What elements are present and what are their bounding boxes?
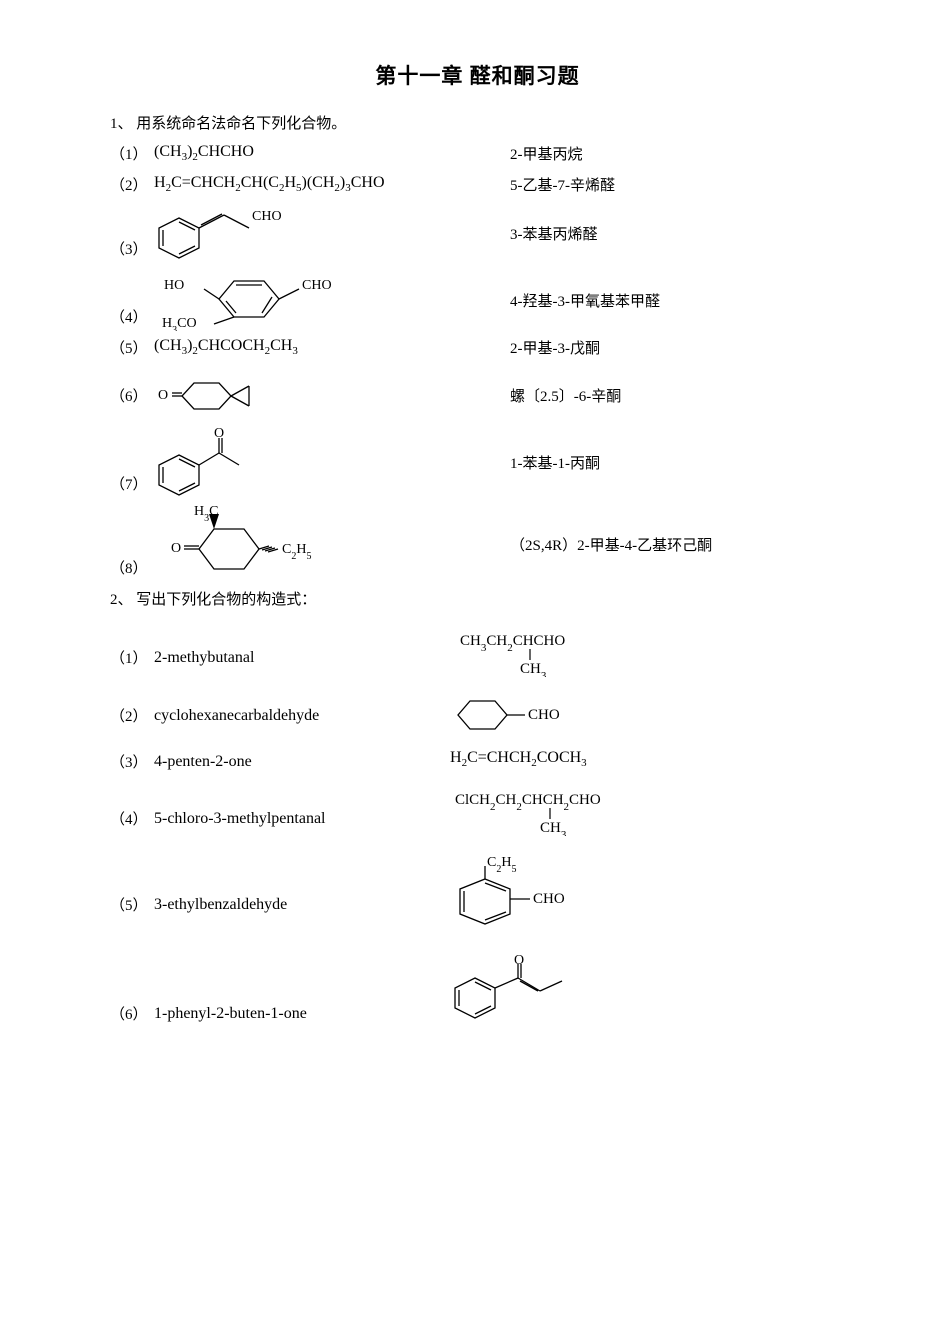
page-title: 第十一章 醛和酮习题 — [110, 60, 845, 90]
structure-propiophenone: O — [154, 425, 284, 500]
cho-label: CHO — [302, 278, 332, 293]
q2-item-4: （4） 5-chloro-3-methylpentanal ClCH2CH2CH… — [110, 786, 845, 836]
item-num: （2） — [110, 705, 154, 726]
structure-ethylbenzaldehyde: C2H5 CHO — [450, 854, 845, 939]
item-num: （3） — [110, 751, 154, 772]
q1-item-1: （1） (CH3)2CHCHO 2-甲基丙烷 — [110, 143, 845, 164]
q2-item-3: （3） 4-penten-2-one H2C=CHCH2COCH3 — [110, 749, 845, 772]
q1-item-7: （7） O 1-苯基-1-丙酮 — [110, 425, 845, 500]
answer-4: 4-羟基-3-甲氧基苯甲醛 — [490, 290, 845, 311]
formula-5: (CH3)2CHCOCH2CH3 — [154, 337, 298, 357]
structure-phenylbutenone: O — [450, 953, 845, 1033]
item-num: （2） — [110, 174, 154, 195]
structure-vanillin: HO H3CO CHO — [154, 269, 364, 331]
answer-2: 5-乙基-7-辛烯醛 — [490, 174, 845, 195]
item-num: （1） — [110, 143, 154, 164]
answer-1: 2-甲基丙烷 — [490, 143, 845, 164]
structure-chloropentanal: ClCH2CH2CHCH2CHO CH3 — [450, 786, 845, 836]
structure-cyclohex-cho: CHO — [450, 691, 845, 739]
name-2: cyclohexanecarbaldehyde — [154, 707, 319, 725]
q2-heading: 2、 写出下列化合物的构造式： — [110, 588, 845, 609]
o-label: O — [214, 426, 224, 441]
svg-text:CH3CH2CHCHO: CH3CH2CHCHO — [460, 633, 565, 654]
structure-stereo: O H3C C2H5 — [154, 504, 354, 584]
cho-label: CHO — [252, 209, 282, 224]
q1-item-8: （8） O H3C C2H5 （2S, — [110, 504, 845, 584]
item-num: （4） — [110, 306, 154, 331]
answer-5: 2-甲基-3-戊酮 — [490, 337, 845, 358]
structure-pentenone: H2C=CHCH2COCH3 — [450, 749, 845, 769]
name-6: 1-phenyl-2-buten-1-one — [154, 1005, 307, 1023]
item-num: （3） — [110, 238, 154, 263]
item-num: （7） — [110, 473, 154, 500]
q2-item-6: （6） 1-phenyl-2-buten-1-one O — [110, 953, 845, 1033]
formula-1: (CH3)2CHCHO — [154, 143, 254, 163]
name-3: 4-penten-2-one — [154, 753, 252, 771]
q2-item-5: （5） 3-ethylbenzaldehyde C2H5 CHO — [110, 854, 845, 939]
item-num: （6） — [110, 1003, 154, 1024]
q2-item-2: （2） cyclohexanecarbaldehyde CHO — [110, 691, 845, 739]
o-label: O — [171, 541, 181, 556]
answer-6: 螺〔2.5〕-6-辛酮 — [490, 385, 845, 406]
structure-cinnamaldehyde: CHO — [154, 203, 324, 263]
item-num: （6） — [110, 385, 154, 406]
formula-2: H2C=CHCH2CH(C2H5)(CH2)3CHO — [154, 174, 385, 194]
name-4: 5-chloro-3-methylpentanal — [154, 810, 326, 828]
item-num: （8） — [110, 557, 154, 584]
svg-text:CHO: CHO — [528, 707, 560, 723]
o-label: O — [158, 388, 168, 403]
item-num: （4） — [110, 808, 154, 829]
q1-item-5: （5） (CH3)2CHCOCH2CH3 2-甲基-3-戊酮 — [110, 337, 845, 358]
structure-2methylbutanal: CH3CH2CHCHO CH3 — [450, 627, 845, 677]
c2h5-label: C2H5 — [282, 542, 311, 562]
structure-spiro: O — [154, 368, 304, 423]
item-num: （1） — [110, 647, 154, 668]
q1-heading: 1、 用系统命名法命名下列化合物。 — [110, 112, 845, 133]
q1-item-3: （3） CHO 3-苯基丙烯醛 — [110, 203, 845, 263]
q2-item-1: （1） 2-methybutanal CH3CH2CHCHO CH3 — [110, 627, 845, 677]
answer-7: 1-苯基-1-丙酮 — [490, 452, 845, 473]
svg-text:C2H5: C2H5 — [487, 855, 516, 875]
answer-8: （2S,4R）2-甲基-4-乙基环己酮 — [490, 534, 845, 555]
svg-text:ClCH2CH2CHCH2CHO: ClCH2CH2CHCH2CHO — [455, 792, 601, 813]
ho-label: HO — [164, 278, 184, 293]
name-1: 2-methybutanal — [154, 649, 254, 667]
svg-text:CH3: CH3 — [540, 820, 567, 836]
svg-text:CHO: CHO — [533, 891, 565, 907]
q1-item-4: （4） HO H3CO CHO 4-羟基-3-甲氧基苯甲醛 — [110, 269, 845, 331]
q1-item-2: （2） H2C=CHCH2CH(C2H5)(CH2)3CHO 5-乙基-7-辛烯… — [110, 174, 845, 195]
name-5: 3-ethylbenzaldehyde — [154, 896, 287, 914]
svg-text:O: O — [514, 953, 524, 968]
item-num: （5） — [110, 894, 154, 915]
q1-item-6: （6） O 螺〔2.5〕-6-辛酮 — [110, 368, 845, 423]
svg-text:CH3: CH3 — [520, 661, 547, 677]
item-num: （5） — [110, 337, 154, 358]
answer-3: 3-苯基丙烯醛 — [490, 223, 845, 244]
h3co-label: H3CO — [162, 316, 197, 331]
